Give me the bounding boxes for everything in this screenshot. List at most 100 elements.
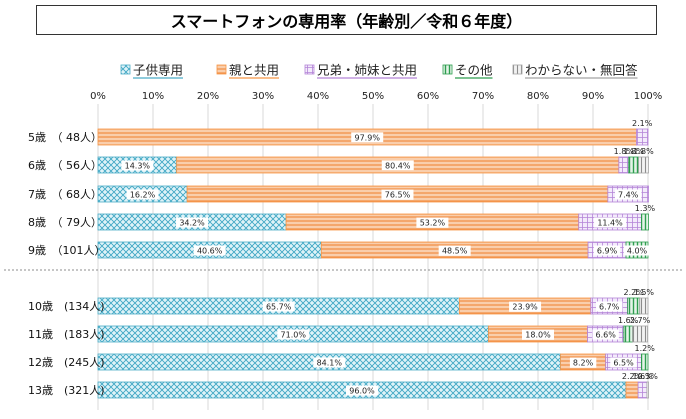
data-label-bg	[176, 217, 209, 228]
data-label: 8.2%	[573, 359, 594, 368]
data-label: 84.1%	[317, 359, 343, 368]
data-label-bg	[313, 357, 346, 368]
category-label: 9歳 （101人）	[28, 244, 106, 257]
legend-label: 子供専用	[133, 63, 183, 78]
data-label: 1.8%	[633, 147, 654, 156]
legend-item: 兄弟・姉妹と共用	[304, 63, 417, 79]
data-labels: 97.9% 2.1% 14.3% 80.4% 1.8%1.8%1.8% 16.2% 76.5…	[121, 119, 658, 396]
legend-item: その他	[442, 63, 493, 79]
bar-segment	[618, 156, 630, 174]
x-tick-label: 80%	[527, 91, 549, 102]
data-label-bg	[416, 217, 449, 228]
bar-segment	[628, 156, 640, 174]
data-label-bg	[381, 160, 414, 171]
data-label-bg	[351, 132, 384, 143]
data-label: 34.2%	[179, 219, 205, 228]
data-label: 6.5%	[613, 359, 634, 368]
data-label-bg	[121, 160, 154, 171]
category-label: 12歳 (245人)	[28, 356, 105, 369]
legend-swatch	[512, 64, 523, 75]
data-label: 1.6%	[632, 372, 653, 381]
bar-segment	[636, 128, 649, 146]
data-label: 2.2%	[622, 372, 643, 381]
data-label-bg	[592, 329, 619, 340]
bar-segment	[639, 297, 649, 315]
category-label: 6歳 （ 56人）	[28, 159, 102, 172]
data-label: 96.0%	[349, 387, 375, 396]
category-label: 8歳 （ 79人）	[28, 216, 102, 229]
data-label-bg	[596, 301, 623, 312]
x-tick-label: 100%	[634, 91, 663, 102]
bar-segment	[632, 325, 648, 343]
data-label: 48.5%	[442, 247, 468, 256]
category-label: 13歳 (321人)	[28, 384, 105, 397]
data-label: 11.4%	[597, 219, 623, 228]
data-label: 97.9%	[355, 134, 381, 143]
data-label-bg	[623, 245, 651, 256]
data-label-bg	[262, 301, 295, 312]
data-label: 1.6%	[618, 316, 639, 325]
data-label: 1.5%	[634, 288, 655, 297]
data-label-bg	[193, 245, 226, 256]
legend-swatch	[216, 64, 227, 75]
category-labels: 5歳 （ 48人） 6歳 （ 56人） 7歳 （ 68人） 8歳 （ 79人） 9歳 （…	[28, 131, 106, 397]
data-label: 76.5%	[385, 191, 411, 200]
data-label: 16.2%	[130, 191, 156, 200]
x-axis: 0% 10% 20% 30% 40% 50% 60% 70% 80% 90% 100%	[90, 91, 662, 102]
data-label: 1.8%	[624, 147, 645, 156]
legend-label: 兄弟・姉妹と共用	[317, 63, 417, 78]
data-label-bg	[594, 217, 627, 228]
bar-segment	[641, 213, 649, 231]
bar-segment	[637, 381, 648, 399]
data-label-bg	[610, 357, 637, 368]
data-label-bg	[126, 189, 159, 200]
legend-label: その他	[455, 63, 493, 78]
bar-segment	[627, 297, 641, 315]
data-label: 65.7%	[266, 303, 292, 312]
data-label: 23.9%	[512, 303, 538, 312]
data-label: 14.3%	[125, 162, 151, 171]
data-label-bg	[593, 245, 621, 256]
legend: 子供専用 親と共用 兄弟・姉妹と共用 その他 わからない・無回答	[120, 63, 638, 79]
legend-swatch	[304, 64, 315, 75]
data-label-bg	[346, 385, 378, 396]
legend-item: 親と共用	[216, 63, 279, 79]
legend-swatch	[442, 64, 453, 75]
x-tick-label: 40%	[307, 91, 329, 102]
legend-swatch	[120, 64, 131, 75]
bar-segment	[646, 381, 649, 399]
data-label: 1.2%	[635, 344, 656, 353]
data-label: 2.1%	[632, 119, 653, 128]
x-tick-label: 30%	[252, 91, 274, 102]
data-label: 6.6%	[595, 331, 616, 340]
data-label: 71.0%	[281, 331, 307, 340]
x-tick-label: 90%	[582, 91, 604, 102]
data-label-bg	[569, 357, 597, 368]
data-label: 80.4%	[385, 162, 411, 171]
legend-label: 親と共用	[229, 63, 279, 78]
category-label: 7歳 （ 68人）	[28, 188, 102, 201]
legend-item: 子供専用	[120, 63, 183, 79]
data-label: 18.0%	[525, 331, 551, 340]
data-label: 7.4%	[618, 191, 639, 200]
data-label: 53.2%	[420, 219, 446, 228]
legend-item: わからない・無回答	[512, 63, 638, 79]
category-label: 10歳 (134人)	[28, 300, 105, 313]
bar-segment	[638, 156, 649, 174]
data-label-bg	[509, 301, 542, 312]
data-label-bg	[438, 245, 471, 256]
x-tick-label: 70%	[472, 91, 494, 102]
bar-segment	[625, 381, 639, 399]
data-label-bg	[522, 329, 554, 340]
bar-segment	[641, 353, 649, 371]
data-label: 1.8%	[614, 147, 635, 156]
chart-title: スマートフォンの専用率（年齢別／令和６年度）	[170, 12, 523, 31]
category-label: 5歳 （ 48人）	[28, 131, 102, 144]
data-label: 1.3%	[635, 204, 656, 213]
chart-title-box: スマートフォンの専用率（年齢別／令和６年度）	[36, 5, 657, 35]
data-label: 6.9%	[597, 247, 618, 256]
data-label: 2.2%	[624, 288, 645, 297]
data-label: 2.7%	[630, 316, 651, 325]
data-label-bg	[615, 189, 642, 200]
x-tick-label: 50%	[362, 91, 384, 102]
